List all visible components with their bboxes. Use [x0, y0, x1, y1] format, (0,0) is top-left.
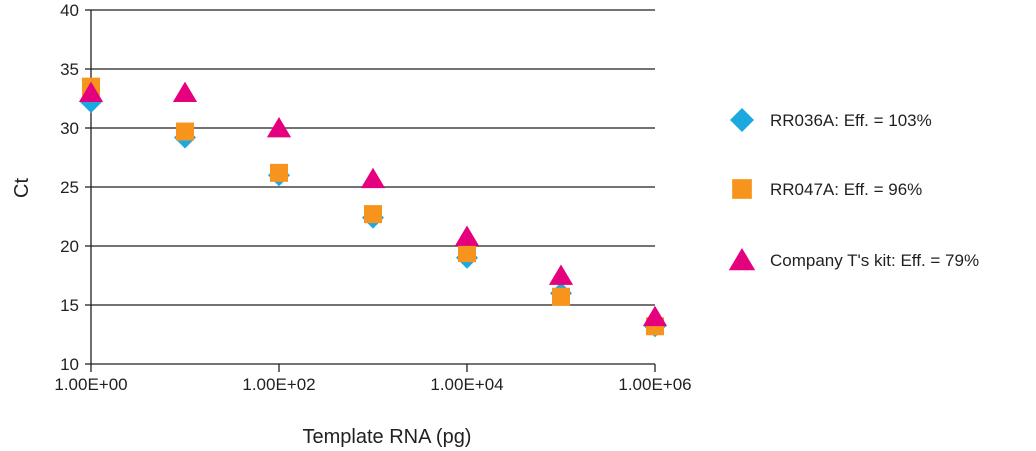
data-point-square [363, 205, 383, 224]
x-tick-label: 1.00E+00 [54, 375, 127, 394]
data-point-square [551, 287, 571, 306]
data-point-triangle [548, 264, 574, 285]
legend-label: RR047A: Eff. = 96% [770, 180, 922, 199]
data-point-square [269, 163, 289, 182]
x-tick-labels: 1.00E+00 1.00E+02 1.00E+04 1.00E+06 [54, 375, 691, 394]
legend-item: Company T's kit: Eff. = 79% [728, 248, 979, 271]
y-tick-label: 30 [60, 119, 79, 138]
y-tick-labels: 10 15 20 25 30 35 40 [60, 1, 79, 374]
data-point-triangle [454, 225, 480, 246]
y-tick-label: 25 [60, 178, 79, 197]
legend-marker-diamond [730, 108, 754, 132]
x-tick-label: 1.00E+02 [242, 375, 315, 394]
y-tick-label: 35 [60, 60, 79, 79]
gridlines [91, 9, 655, 306]
x-tick-label: 1.00E+06 [618, 375, 691, 394]
legend-item: RR047A: Eff. = 96% [732, 179, 922, 199]
axes [85, 9, 656, 372]
data-point-triangle [78, 81, 104, 102]
legend: RR036A: Eff. = 103% RR047A: Eff. = 96% Com… [728, 108, 979, 271]
legend-marker-square [732, 179, 752, 199]
y-axis-title: Ct [11, 178, 33, 198]
series-square [81, 77, 665, 336]
x-axis-title: Template RNA (pg) [303, 426, 472, 448]
data-point-triangle [360, 167, 386, 189]
y-tick-label: 15 [60, 296, 79, 315]
y-tick-label: 10 [60, 355, 79, 374]
data-point-triangle [642, 305, 668, 327]
data-point-square [457, 244, 477, 263]
data-point-triangle [266, 117, 292, 138]
y-tick-label: 20 [60, 237, 79, 256]
y-tick-label: 40 [60, 1, 79, 20]
legend-label: RR036A: Eff. = 103% [770, 111, 932, 130]
series-triangle [78, 81, 668, 327]
legend-item: RR036A: Eff. = 103% [730, 108, 932, 132]
data-point-square [175, 122, 195, 141]
x-tick-label: 1.00E+04 [430, 375, 503, 394]
data-point-triangle [172, 81, 198, 102]
legend-marker-triangle [728, 248, 756, 271]
data-points [78, 77, 668, 338]
legend-label: Company T's kit: Eff. = 79% [770, 251, 979, 270]
